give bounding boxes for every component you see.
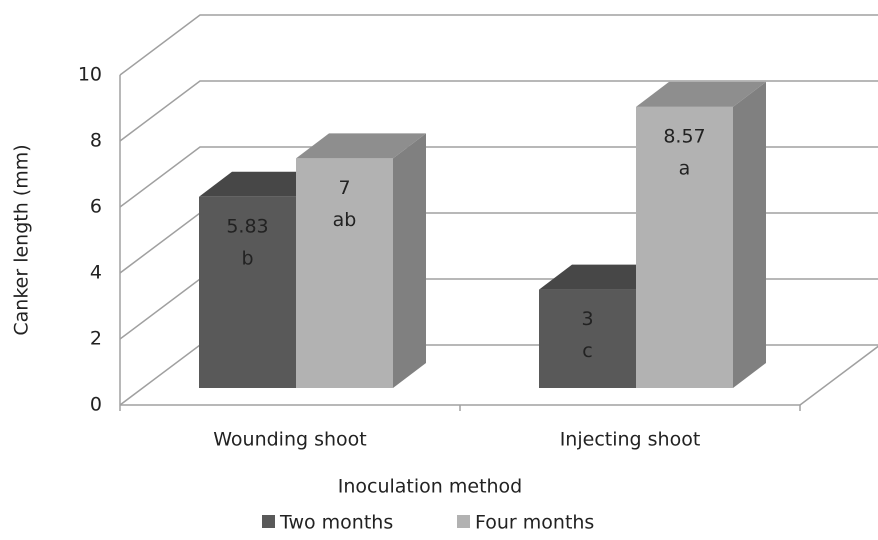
- legend-label: Four months: [475, 512, 594, 534]
- y-tick-label: 6: [90, 196, 102, 218]
- data-label: 3: [581, 308, 593, 330]
- x-tick-label: Wounding shoot: [213, 429, 367, 451]
- legend-swatch: [457, 515, 470, 528]
- x-tick-label: Injecting shoot: [560, 429, 701, 451]
- bar: [539, 289, 636, 388]
- y-tick-label: 4: [90, 262, 102, 284]
- legend-swatch: [262, 515, 275, 528]
- bar-side: [733, 81, 766, 389]
- x-axis-title: Inoculation method: [338, 476, 523, 498]
- y-axis-title: Canker length (mm): [11, 144, 33, 335]
- grid-line: [119, 14, 878, 76]
- data-label: 7: [338, 177, 350, 199]
- bar-top: [636, 81, 766, 107]
- floor-edge: [799, 345, 878, 406]
- data-label: 8.57: [663, 125, 705, 147]
- bar: [636, 106, 733, 389]
- bar: [199, 196, 296, 388]
- significance-label: c: [582, 340, 592, 362]
- data-label: 5.83: [226, 215, 268, 237]
- significance-label: a: [679, 157, 691, 179]
- y-tick-label: 2: [90, 328, 102, 350]
- y-tick-label: 8: [90, 130, 102, 152]
- significance-label: b: [241, 247, 253, 269]
- bar-side: [393, 133, 426, 388]
- legend-label: Two months: [279, 512, 393, 534]
- significance-label: ab: [333, 209, 357, 231]
- bar-top: [296, 133, 426, 159]
- grid-line: [119, 80, 878, 142]
- y-tick-label: 0: [90, 394, 102, 416]
- y-tick-label: 10: [78, 64, 102, 86]
- bar: [296, 158, 393, 388]
